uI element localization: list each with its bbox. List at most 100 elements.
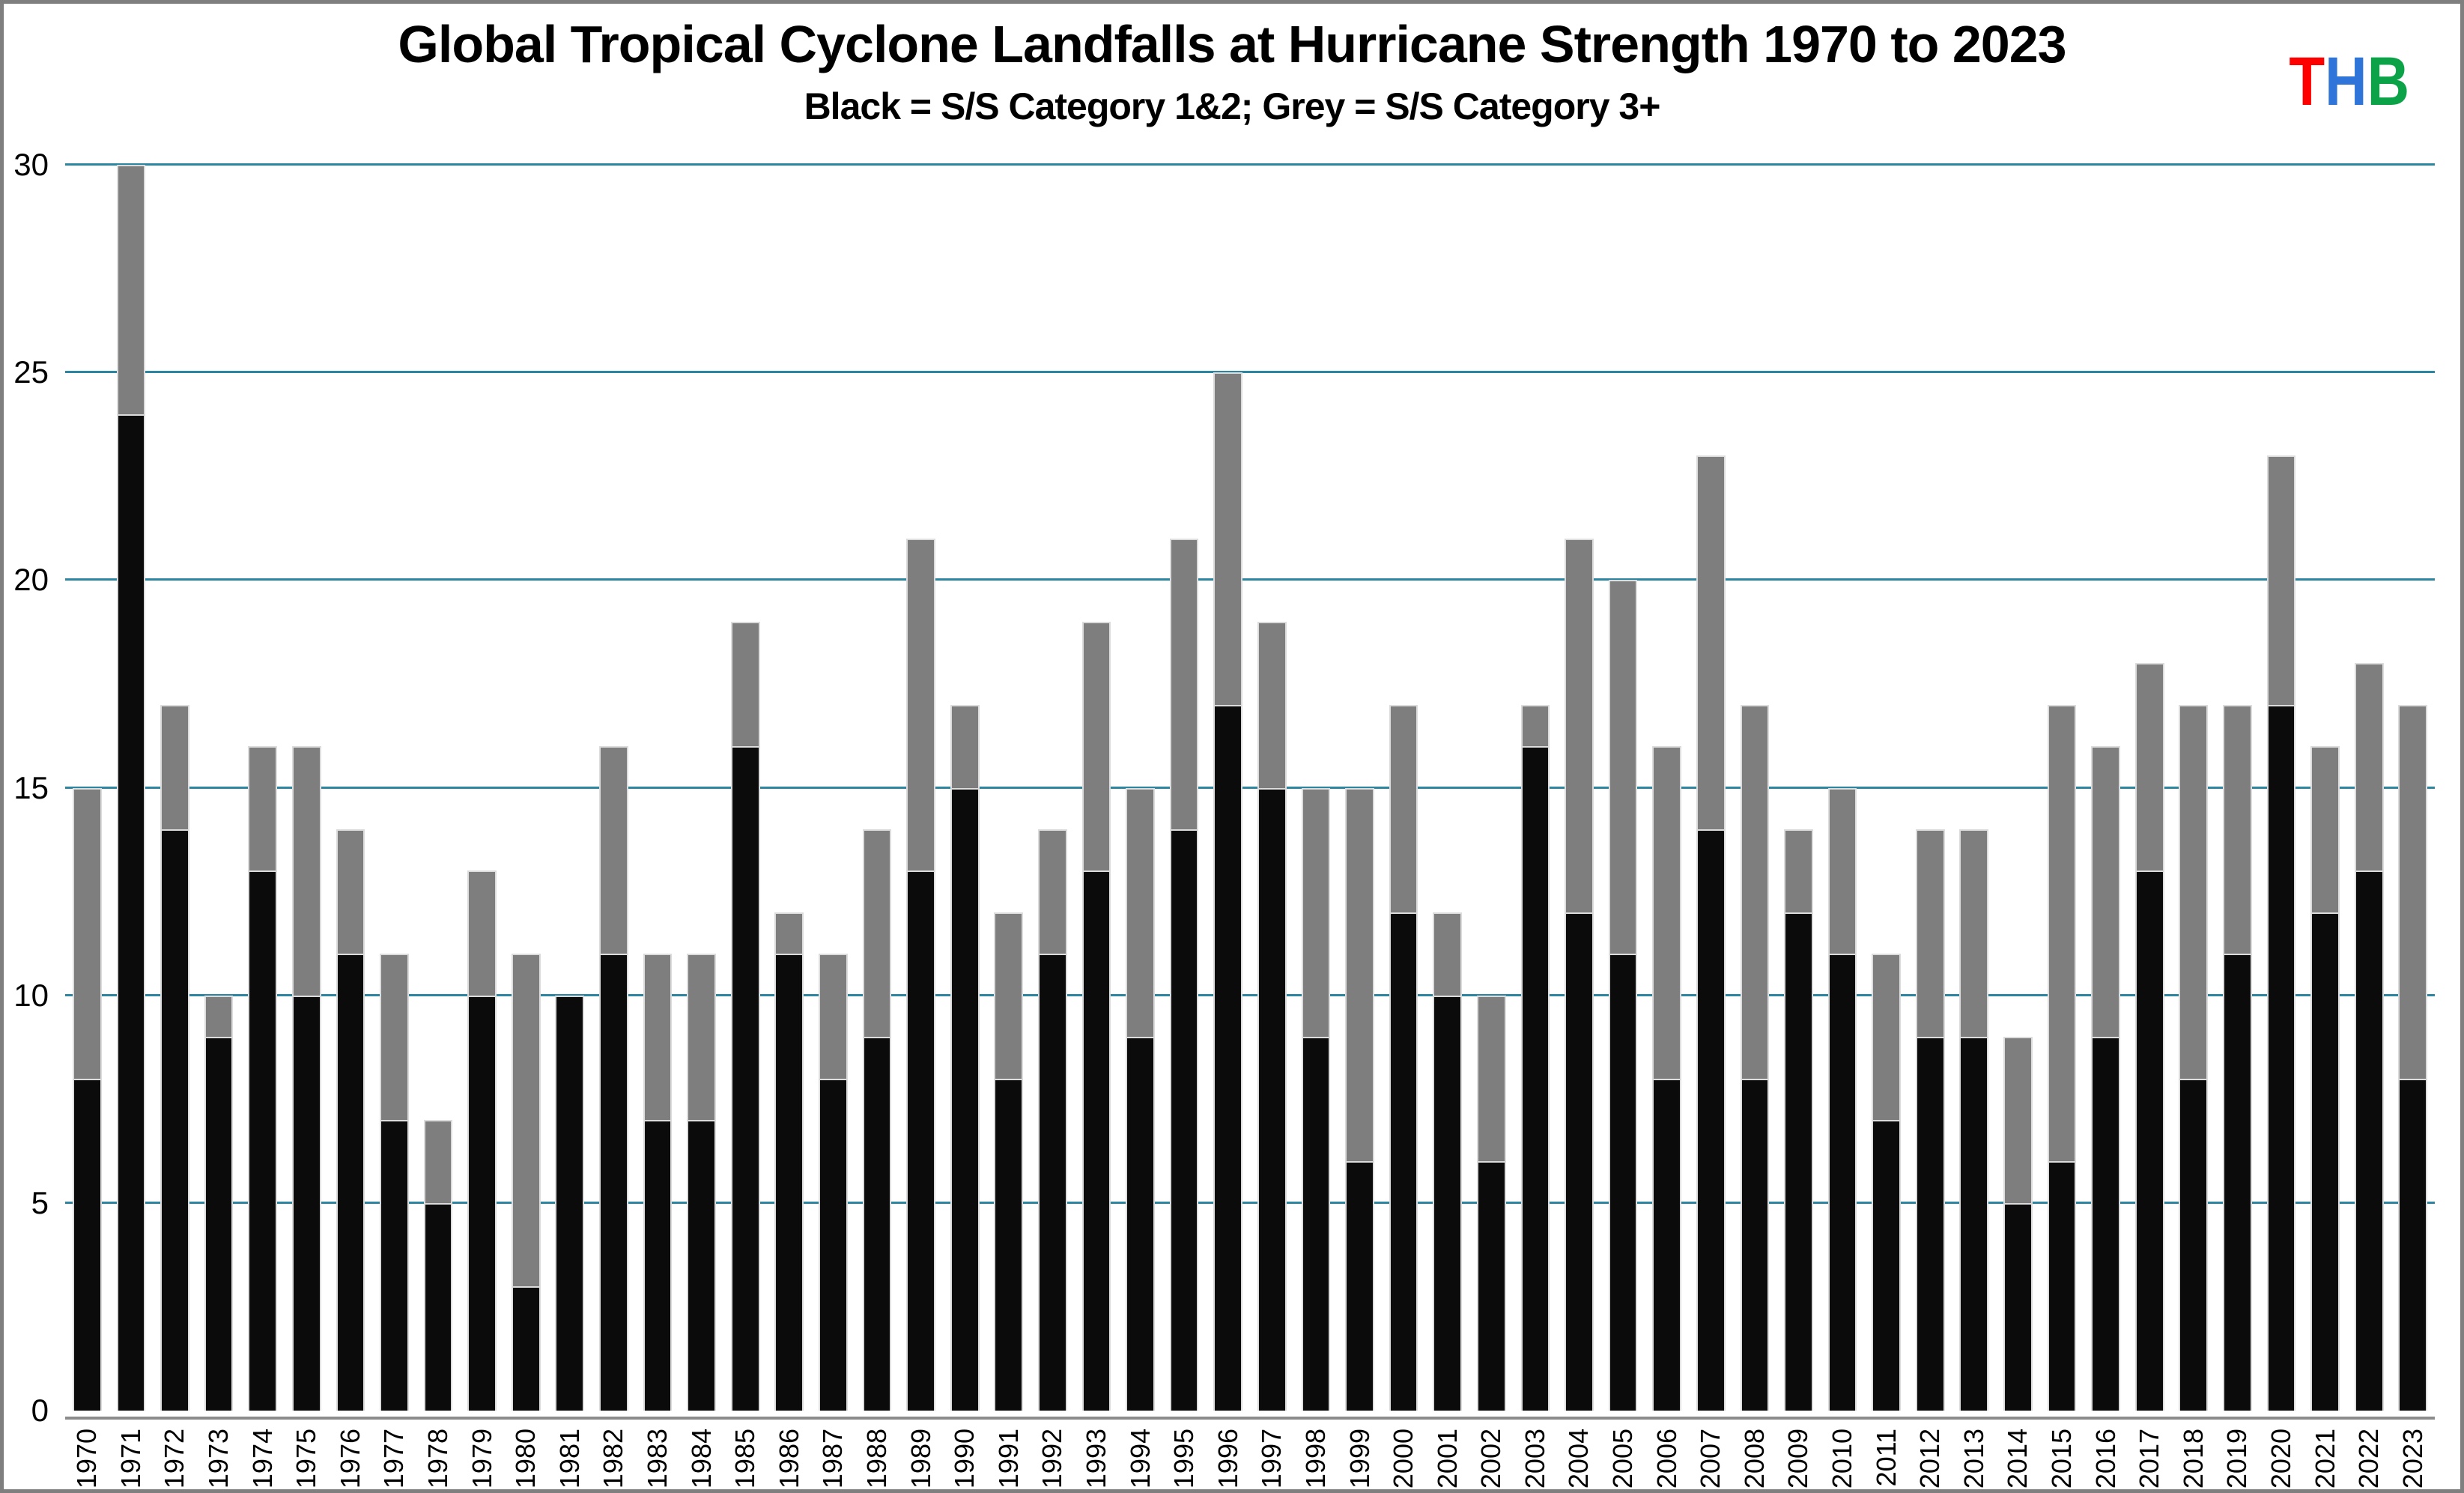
x-label-slot-2011: 2011 [1864, 1429, 1908, 1489]
x-axis-label-2020: 2020 [2265, 1429, 2296, 1489]
bar-1976 [336, 165, 365, 1411]
bar-slot-1975 [285, 165, 329, 1411]
bar-1972-cat12 [160, 829, 189, 1411]
bar-1972-cat3plus [160, 704, 189, 829]
x-label-slot-2023: 2023 [2391, 1429, 2435, 1489]
x-axis-label-1991: 1991 [992, 1429, 1024, 1489]
x-axis-label-2005: 2005 [1607, 1429, 1639, 1489]
bar-1989-cat3plus [906, 538, 935, 871]
bar-2018-cat3plus [2179, 704, 2209, 1079]
bar-slot-2000 [1382, 165, 1426, 1411]
bar-slot-1990 [943, 165, 987, 1411]
x-axis-label-1970: 1970 [71, 1429, 103, 1489]
bar-2004 [1565, 165, 1594, 1411]
x-label-slot-2018: 2018 [2172, 1429, 2216, 1489]
x-axis-label-2001: 2001 [1431, 1429, 1463, 1489]
bar-slot-1973 [197, 165, 241, 1411]
bar-2014 [2003, 165, 2033, 1411]
x-axis-label-1974: 1974 [246, 1429, 278, 1489]
bar-1975-cat3plus [291, 746, 321, 996]
x-axis-line [65, 1417, 2435, 1420]
x-axis-label-2004: 2004 [1563, 1429, 1594, 1489]
x-axis-label-1979: 1979 [466, 1429, 497, 1489]
y-axis-label-15: 15 [13, 769, 49, 805]
x-label-slot-2015: 2015 [2040, 1429, 2084, 1489]
bar-1997 [1257, 165, 1287, 1411]
x-label-slot-1989: 1989 [899, 1429, 943, 1489]
y-axis-label-0: 0 [31, 1393, 49, 1428]
x-label-slot-1986: 1986 [768, 1429, 812, 1489]
x-axis-label-1999: 1999 [1344, 1429, 1375, 1489]
x-label-slot-2010: 2010 [1821, 1429, 1865, 1489]
bar-1997-cat3plus [1257, 621, 1287, 788]
x-label-slot-2022: 2022 [2347, 1429, 2391, 1489]
bar-2017-cat3plus [2134, 663, 2164, 871]
x-label-slot-1982: 1982 [592, 1429, 636, 1489]
bar-slot-1979 [460, 165, 504, 1411]
bar-2018-cat12 [2179, 1078, 2209, 1411]
bar-2012 [1915, 165, 1945, 1411]
bar-slot-2015 [2040, 165, 2084, 1411]
bar-2011-cat12 [1872, 1119, 1901, 1411]
bar-1987-cat3plus [819, 954, 848, 1079]
x-axis-label-2017: 2017 [2134, 1429, 2165, 1489]
bar-1986 [774, 165, 804, 1411]
bar-2008 [1740, 165, 1770, 1411]
x-axis-label-1983: 1983 [642, 1429, 673, 1489]
bar-1977-cat12 [380, 1119, 409, 1411]
gridline-25 [65, 371, 2435, 374]
x-label-slot-1992: 1992 [1031, 1429, 1075, 1489]
bar-2011 [1872, 165, 1901, 1411]
gridline-5 [65, 1201, 2435, 1204]
x-axis-label-1976: 1976 [334, 1429, 365, 1489]
bar-2022-cat12 [2354, 870, 2384, 1411]
bar-2005-cat12 [1608, 954, 1638, 1411]
bar-1996 [1213, 165, 1243, 1411]
bar-2004-cat12 [1565, 912, 1594, 1411]
x-label-slot-1973: 1973 [197, 1429, 241, 1489]
bar-1979-cat3plus [467, 870, 497, 996]
bar-1999-cat12 [1345, 1161, 1374, 1411]
bar-1986-cat3plus [774, 912, 804, 954]
bar-2023-cat12 [2398, 1078, 2428, 1411]
bar-slot-1991 [986, 165, 1031, 1411]
bar-1980-cat12 [511, 1285, 541, 1411]
bar-slot-1978 [416, 165, 461, 1411]
bar-1974-cat3plus [248, 746, 277, 871]
bar-slot-1970 [65, 165, 109, 1411]
bar-slot-2007 [1689, 165, 1733, 1411]
bar-1971-cat3plus [116, 165, 146, 414]
x-label-slot-2012: 2012 [1908, 1429, 1952, 1489]
bar-1978-cat3plus [423, 1119, 453, 1203]
x-label-slot-1980: 1980 [504, 1429, 548, 1489]
x-axis-label-1987: 1987 [817, 1429, 849, 1489]
bar-1998 [1301, 165, 1331, 1411]
x-axis-label-2013: 2013 [1958, 1429, 1989, 1489]
bar-2014-cat3plus [2003, 1037, 2033, 1203]
bar-1970-cat12 [72, 1078, 102, 1411]
x-label-slot-1995: 1995 [1162, 1429, 1207, 1489]
x-label-slot-2006: 2006 [1645, 1429, 1689, 1489]
bar-2000 [1389, 165, 1418, 1411]
bar-2020-cat12 [2266, 704, 2296, 1411]
bar-slot-1971 [109, 165, 154, 1411]
bar-slot-1997 [1250, 165, 1294, 1411]
bar-1991-cat12 [994, 1078, 1024, 1411]
bar-slot-1989 [899, 165, 943, 1411]
bar-1989-cat12 [906, 870, 935, 1411]
x-label-slot-1975: 1975 [285, 1429, 329, 1489]
x-axis-label-1995: 1995 [1168, 1429, 1200, 1489]
bar-2005 [1608, 165, 1638, 1411]
bar-slot-1982 [592, 165, 636, 1411]
bar-2019 [2223, 165, 2252, 1411]
x-label-slot-1976: 1976 [329, 1429, 373, 1489]
x-axis-label-1996: 1996 [1212, 1429, 1243, 1489]
x-axis-label-1978: 1978 [422, 1429, 454, 1489]
bar-2010-cat12 [1827, 954, 1857, 1411]
bar-1975 [291, 165, 321, 1411]
x-axis-label-2012: 2012 [1914, 1429, 1946, 1489]
bar-slot-2019 [2215, 165, 2260, 1411]
bar-slot-2003 [1514, 165, 1558, 1411]
bar-2023 [2398, 165, 2428, 1411]
x-axis-label-1998: 1998 [1299, 1429, 1331, 1489]
